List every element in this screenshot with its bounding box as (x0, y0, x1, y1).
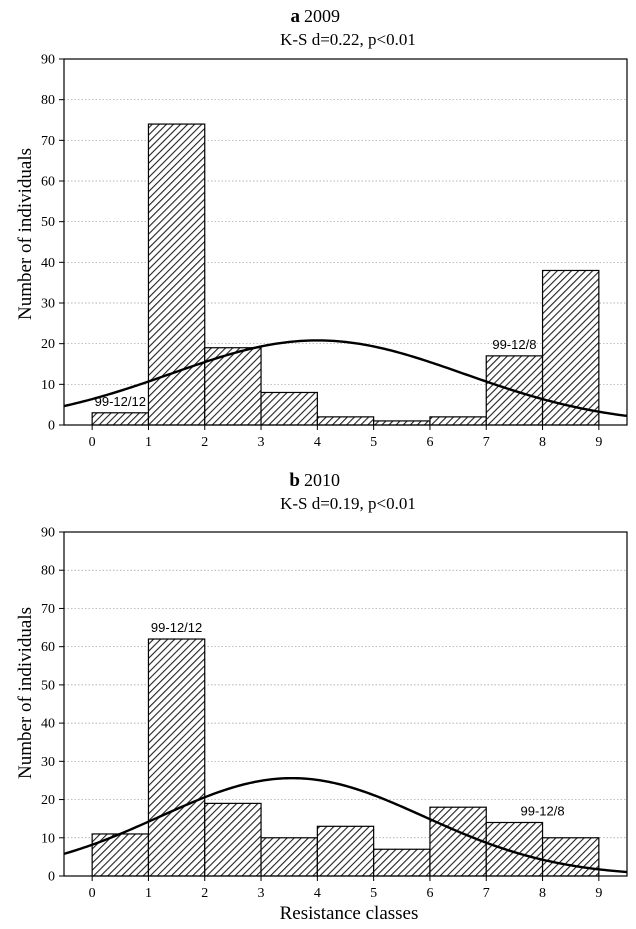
annotations: 99-12/12 99-12/8 (151, 620, 565, 818)
normal-fit-curve (63, 776, 628, 874)
chart-title: 2009 (304, 6, 340, 26)
y-tick-label: 90 (41, 53, 55, 68)
axes: 0 10 20 30 40 50 60 70 80 90 0 1 2 3 4 5 6 7 8 9 (41, 526, 628, 901)
y-tick-label: 70 (41, 134, 55, 149)
x-tick-label: 8 (539, 886, 546, 901)
y-axis-label: Number of individuals (15, 148, 36, 320)
x-tick-label: 4 (314, 435, 321, 450)
x-tick-label: 3 (258, 886, 265, 901)
y-tick-label: 0 (48, 419, 55, 434)
panel-b: b 2010 K-S d=0.19, p<0.01 Number of indi… (15, 470, 628, 924)
y-tick-label: 40 (41, 256, 55, 271)
bars (91, 123, 600, 426)
x-tick-label: 1 (145, 435, 152, 450)
x-tick-label: 7 (483, 435, 490, 450)
histogram-bar (91, 412, 150, 426)
y-tick-label: 20 (41, 793, 55, 808)
annotations: 99-12/12 99-12/8 (95, 337, 537, 409)
y-tick-label: 30 (41, 297, 55, 312)
histogram-bar (373, 848, 431, 877)
histogram-bar (429, 806, 487, 877)
y-tick-label: 10 (41, 831, 55, 846)
y-tick-label: 80 (41, 93, 55, 108)
axes: 0 10 20 30 40 50 60 70 80 90 0 1 2 3 4 5 6 7 8 9 (41, 53, 628, 450)
bar-annotation: 99-12/8 (492, 337, 536, 352)
histogram-bar (260, 837, 318, 877)
normal-fit-line (63, 776, 628, 874)
histogram-bar (204, 802, 262, 877)
histogram-bar (204, 347, 262, 426)
y-tick-label: 20 (41, 337, 55, 352)
x-tick-label: 9 (595, 435, 602, 450)
x-axis-label: Resistance classes (280, 903, 419, 924)
y-tick-label: 10 (41, 378, 55, 393)
y-axis-label: Number of individuals (15, 607, 36, 779)
normal-fit-line (63, 339, 628, 418)
x-tick-label: 0 (89, 435, 96, 450)
histogram-bar (541, 269, 600, 426)
x-tick-label: 9 (595, 886, 602, 901)
x-tick-label: 6 (426, 886, 433, 901)
y-tick-label: 60 (41, 175, 55, 190)
x-tick-label: 2 (201, 435, 208, 450)
histogram-bar (541, 837, 600, 877)
bar-annotation: 99-12/12 (151, 620, 202, 635)
x-tick-label: 5 (370, 886, 377, 901)
y-tick-label: 80 (41, 564, 55, 579)
histogram-bar (429, 416, 487, 426)
plot-frame (63, 531, 628, 877)
histogram-bar (373, 420, 431, 426)
histogram-bar (147, 638, 206, 877)
y-tick-label: 40 (41, 717, 55, 732)
x-tick-label: 0 (89, 886, 96, 901)
histogram-bar (316, 825, 375, 877)
x-tick-label: 8 (539, 435, 546, 450)
y-tick-label: 0 (48, 870, 55, 885)
bar-annotation: 99-12/8 (521, 803, 565, 818)
y-tick-label: 50 (41, 678, 55, 693)
panel-letter: a (291, 6, 301, 27)
histogram-bar (260, 391, 318, 426)
y-tick-label: 30 (41, 755, 55, 770)
x-tick-label: 6 (426, 435, 433, 450)
histogram-bar (316, 416, 375, 426)
bars (91, 638, 600, 877)
y-tick-label: 70 (41, 602, 55, 617)
x-tick-label: 4 (314, 886, 321, 901)
chart-subtitle: K-S d=0.22, p<0.01 (280, 30, 416, 49)
normal-fit-curve (63, 339, 628, 418)
chart-subtitle: K-S d=0.19, p<0.01 (280, 494, 416, 513)
x-tick-label: 5 (370, 435, 377, 450)
y-tick-label: 50 (41, 215, 55, 230)
panel-a: a 2009 K-S d=0.22, p<0.01 Number of indi… (15, 6, 628, 450)
histogram-bar (91, 833, 150, 877)
histogram-bar (485, 821, 544, 877)
x-tick-label: 1 (145, 886, 152, 901)
chart-title: 2010 (304, 470, 340, 490)
plot-frame (63, 58, 628, 426)
y-tick-label: 60 (41, 640, 55, 655)
x-tick-label: 7 (483, 886, 490, 901)
x-tick-label: 2 (201, 886, 208, 901)
x-tick-label: 3 (258, 435, 265, 450)
bar-annotation: 99-12/12 (95, 394, 146, 409)
y-tick-label: 90 (41, 526, 55, 541)
panel-letter: b (289, 470, 300, 491)
